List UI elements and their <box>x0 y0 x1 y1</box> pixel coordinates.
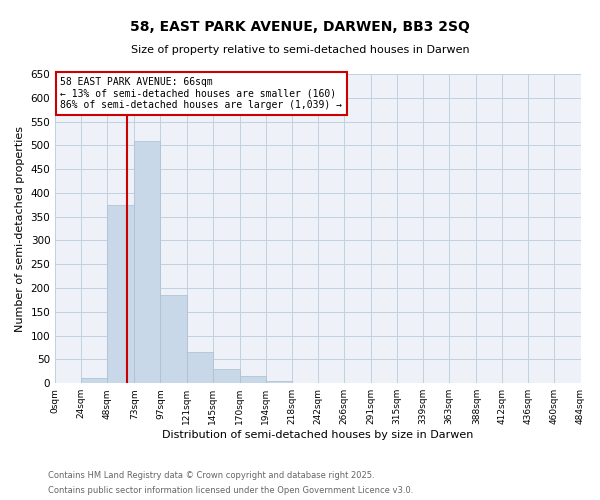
Text: Size of property relative to semi-detached houses in Darwen: Size of property relative to semi-detach… <box>131 45 469 55</box>
Text: Contains public sector information licensed under the Open Government Licence v3: Contains public sector information licen… <box>48 486 413 495</box>
X-axis label: Distribution of semi-detached houses by size in Darwen: Distribution of semi-detached houses by … <box>162 430 473 440</box>
Bar <box>212 369 239 383</box>
Text: 58 EAST PARK AVENUE: 66sqm
← 13% of semi-detached houses are smaller (160)
86% o: 58 EAST PARK AVENUE: 66sqm ← 13% of semi… <box>61 77 343 110</box>
Bar <box>160 295 187 383</box>
Bar <box>107 205 134 383</box>
Bar <box>266 381 292 383</box>
Bar <box>187 352 212 383</box>
Bar <box>81 378 107 383</box>
Y-axis label: Number of semi-detached properties: Number of semi-detached properties <box>15 126 25 332</box>
Text: 58, EAST PARK AVENUE, DARWEN, BB3 2SQ: 58, EAST PARK AVENUE, DARWEN, BB3 2SQ <box>130 20 470 34</box>
Bar <box>239 376 266 383</box>
Text: Contains HM Land Registry data © Crown copyright and database right 2025.: Contains HM Land Registry data © Crown c… <box>48 471 374 480</box>
Bar <box>134 140 160 383</box>
